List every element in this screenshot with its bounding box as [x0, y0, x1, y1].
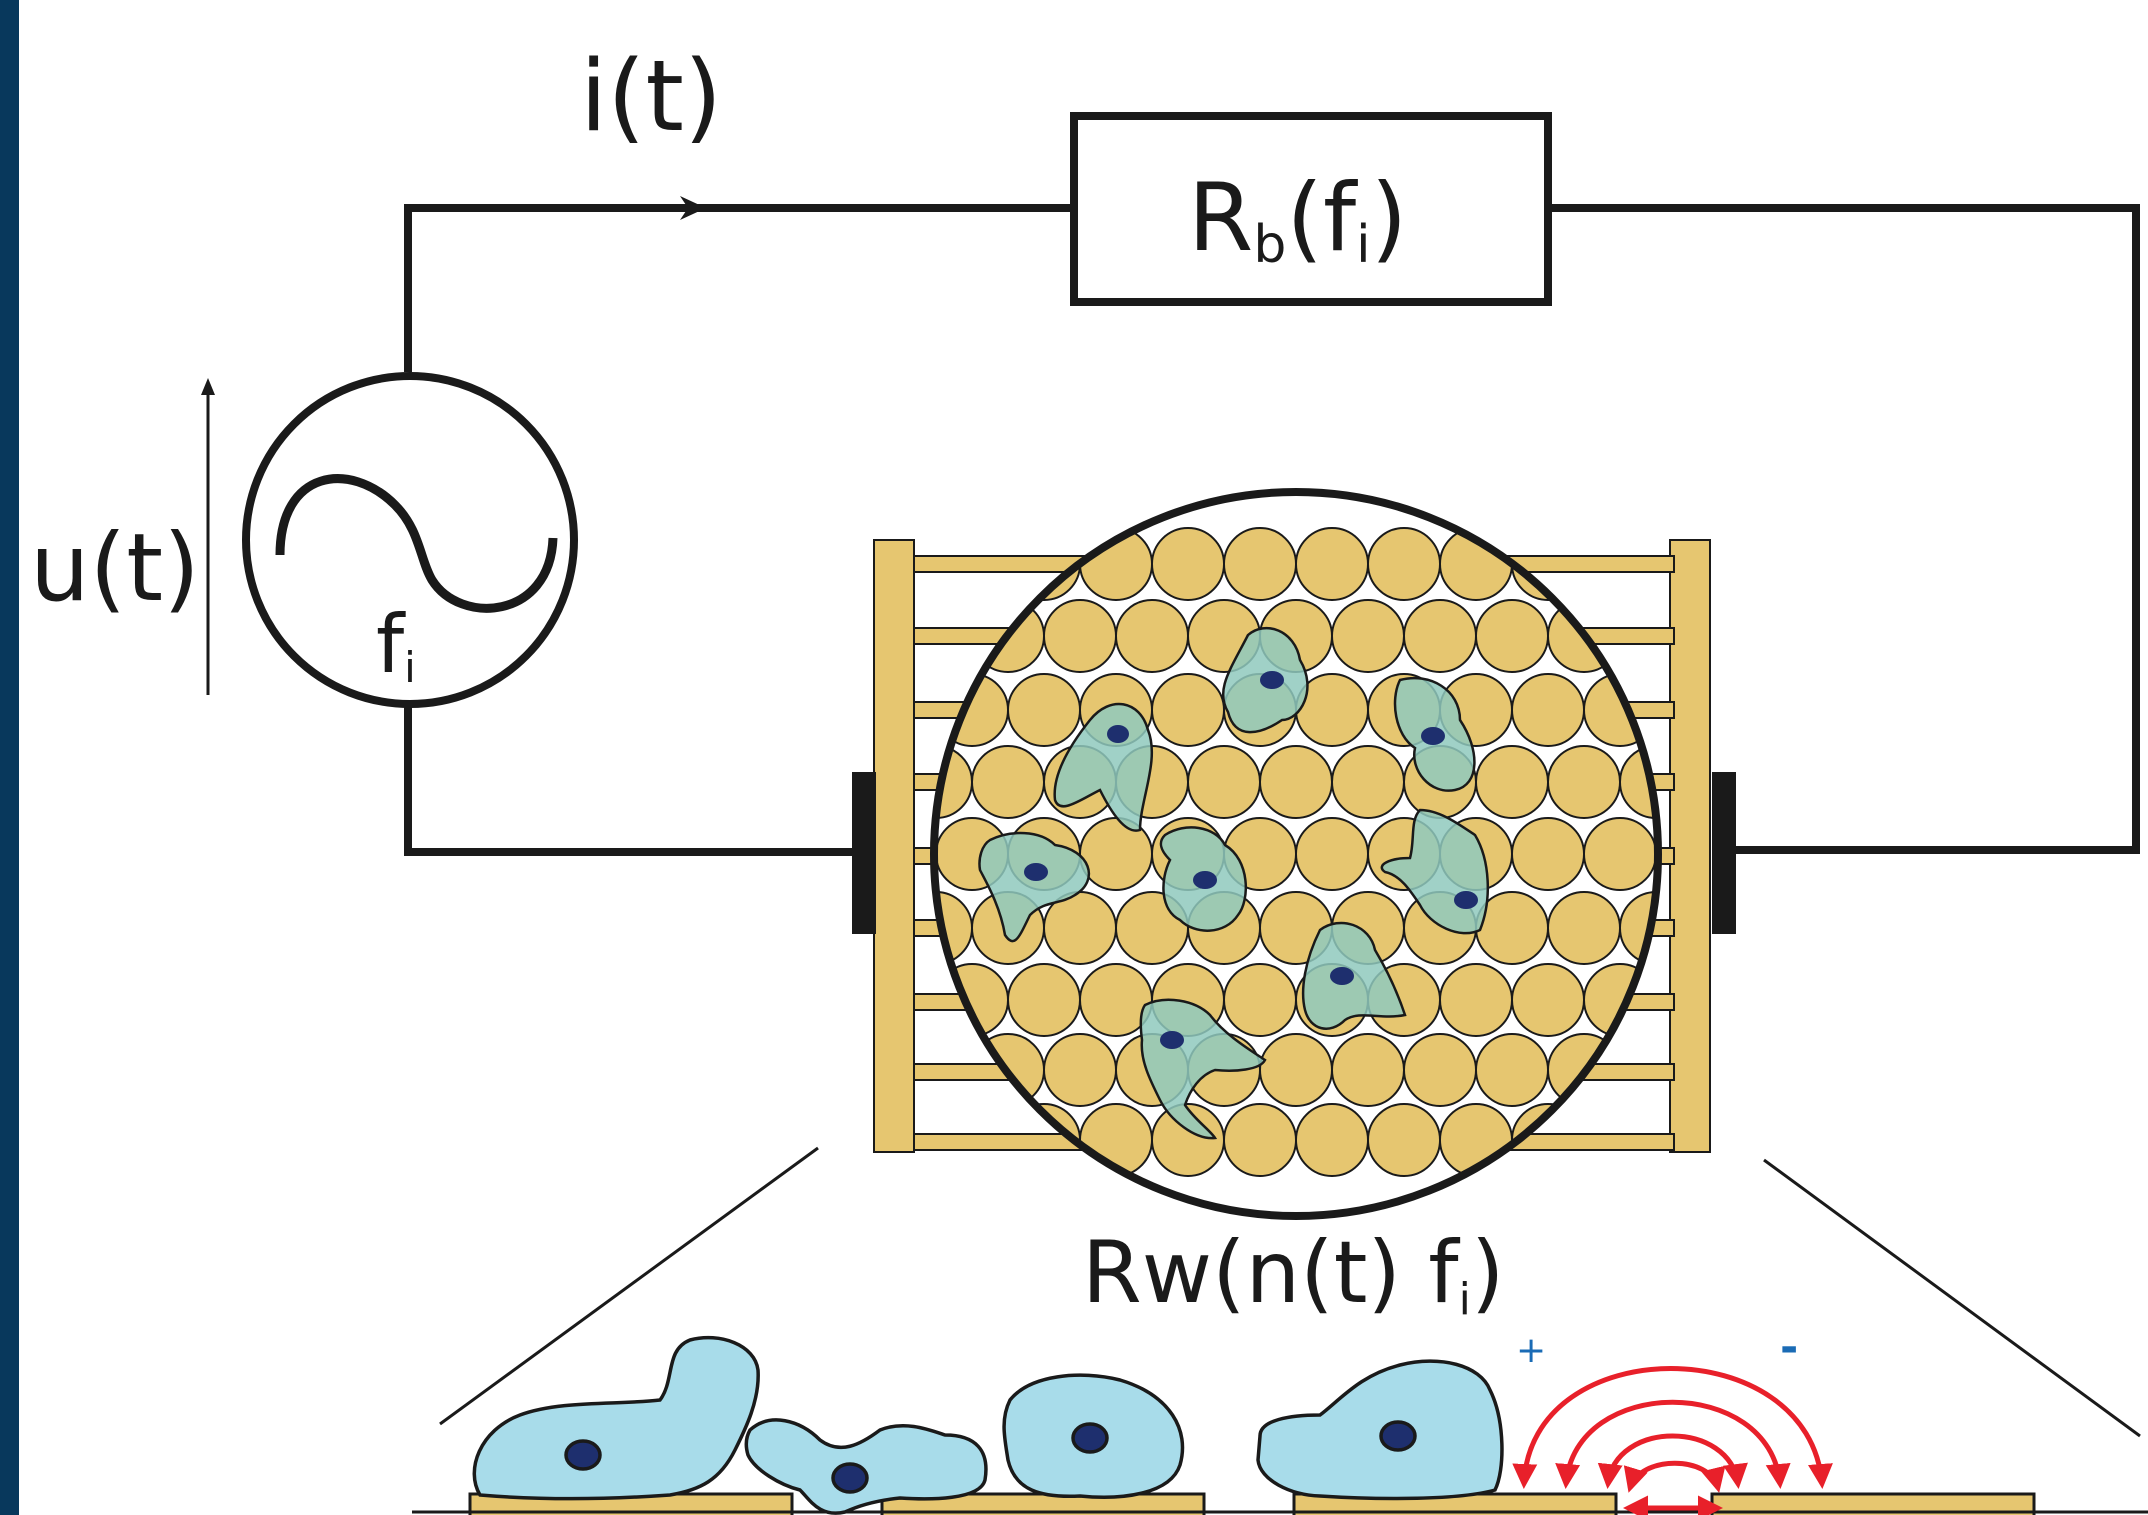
electrode-bead [1331, 599, 1405, 673]
electric-field-arrows-icon [1512, 1366, 1833, 1515]
cross-section-cells [472, 1335, 1504, 1515]
electrode-bead [1151, 527, 1225, 601]
zoom-line-left [439, 1146, 819, 1426]
green-cell [1221, 626, 1309, 734]
electrode-bead [1043, 1033, 1117, 1107]
electrode-bead [1259, 745, 1333, 819]
green-cell [1380, 808, 1490, 935]
left-electrode-pad [852, 772, 876, 934]
electrode-bead [1331, 745, 1405, 819]
adherent-cells [978, 626, 1490, 1140]
green-cell [1393, 676, 1476, 792]
ac-voltage-source-icon [242, 372, 578, 708]
green-cell [1053, 702, 1153, 832]
electrode-bead [1007, 963, 1081, 1037]
electrode-bead [1475, 745, 1549, 819]
green-cell [978, 831, 1091, 943]
blue-cell [472, 1335, 760, 1501]
electrode-bead [1511, 817, 1585, 891]
voltage-arrow-icon [201, 378, 215, 695]
current-arrow-icon [680, 196, 706, 220]
electrode-bead [1475, 599, 1549, 673]
electrode-bead [1187, 745, 1261, 819]
electrode-bead [1547, 891, 1621, 965]
electrode-bead [971, 745, 1045, 819]
circuit-wires [404, 204, 2140, 856]
electrode-bead [1259, 1033, 1333, 1107]
blue-cell [1256, 1359, 1504, 1501]
electrode-bead [1331, 1033, 1405, 1107]
electrode-bead [1367, 527, 1441, 601]
electrode-bead [1295, 817, 1369, 891]
electrode-bead [1223, 1103, 1297, 1177]
green-cell [1301, 921, 1407, 1030]
resistor-rb [1070, 112, 1552, 306]
electrode-bead [1223, 527, 1297, 601]
electrode-bead [1295, 1103, 1369, 1177]
source-frequency-label: fi [376, 598, 416, 692]
blue-cell [1002, 1373, 1185, 1499]
electrode-bead [1511, 963, 1585, 1037]
electrode-bead [1547, 745, 1621, 819]
voltage-label: u(t) [30, 514, 200, 623]
electrode-bead [1043, 599, 1117, 673]
right-electrode-pad [1712, 772, 1736, 934]
positive-sign: + [1516, 1330, 1546, 1371]
electrode-bead [1583, 817, 1657, 891]
negative-sign: - [1780, 1322, 1798, 1373]
left-frame-strip [0, 0, 19, 1515]
electrode-bead [1403, 599, 1477, 673]
blue-cell [744, 1418, 988, 1515]
electrode-bead [1151, 673, 1225, 747]
green-cell [1139, 998, 1267, 1140]
electrode-bead [1295, 527, 1369, 601]
current-label: i(t) [580, 40, 722, 154]
resistor-rb-label: Rb(fi) [1188, 164, 1407, 275]
magnified-view-border [930, 488, 1662, 1220]
electrode-bead [1511, 673, 1585, 747]
electrode-bead [1007, 673, 1081, 747]
zoom-line-right [1763, 1158, 2141, 1438]
electrode-bead [1367, 1103, 1441, 1177]
electrode-bead [1439, 963, 1513, 1037]
electrode-bead [1223, 963, 1297, 1037]
resistor-rw-label: Rw(n(t) fi) [1082, 1223, 1504, 1325]
green-cell [1159, 826, 1248, 932]
electrode-bead [1475, 1033, 1549, 1107]
electrode-bead [1115, 599, 1189, 673]
electrode-bead [1403, 1033, 1477, 1107]
